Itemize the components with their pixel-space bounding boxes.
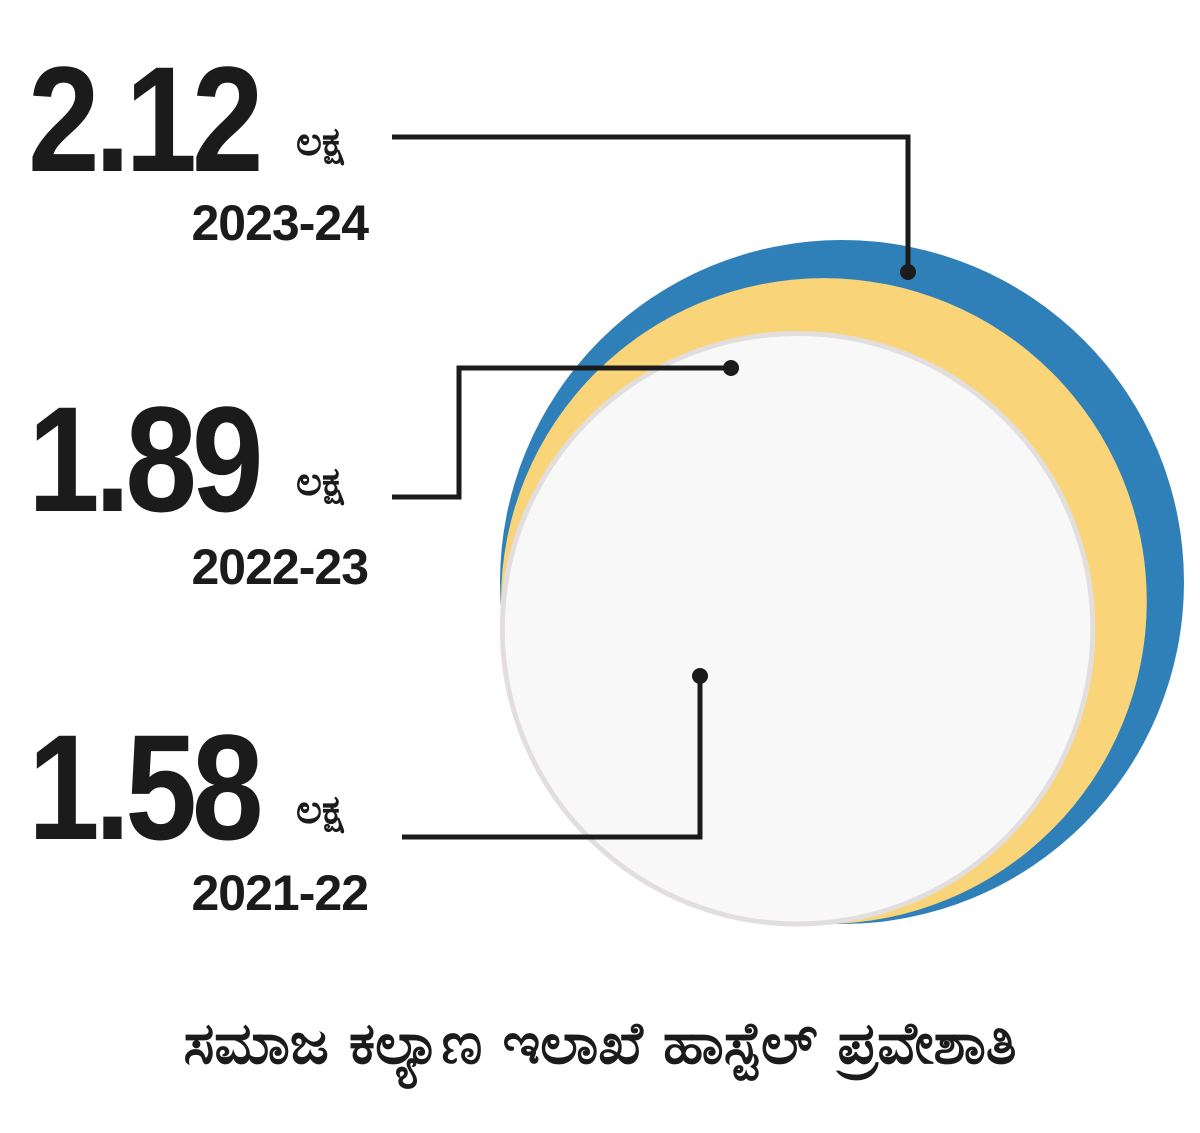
value-label-2022-23: 1.89 <box>28 375 264 543</box>
leader-dot-2023-24 <box>900 264 916 280</box>
leader-dot-2021-22 <box>692 668 708 684</box>
year-label-2023-24: 2023-24 <box>191 195 369 251</box>
unit-label-2023-24: ಲಕ್ಷ <box>296 119 344 165</box>
unit-label-2021-22: ಲಕ್ಷ <box>296 787 344 833</box>
value-label-2023-24: 2.12 <box>28 35 264 203</box>
leader-line-2022-23 <box>392 365 731 500</box>
unit-label-2022-23: ಲಕ್ಷ <box>296 459 344 505</box>
value-label-2021-22: 1.58 <box>28 703 264 871</box>
leader-line-2021-22 <box>402 676 703 840</box>
leader-dot-2022-23 <box>723 360 739 376</box>
leader-line-2023-24 <box>392 134 911 272</box>
year-label-2022-23: 2022-23 <box>191 539 369 595</box>
chart-title: ಸಮಾಜ ಕಲ್ಯಾಣ ಇಲಾಖೆ ಹಾಸ್ಟೆಲ್ ಪ್ರವೇಶಾತಿ <box>183 1009 1017 1077</box>
bubble-2021-22 <box>499 331 1096 927</box>
year-label-2021-22: 2021-22 <box>191 865 369 921</box>
